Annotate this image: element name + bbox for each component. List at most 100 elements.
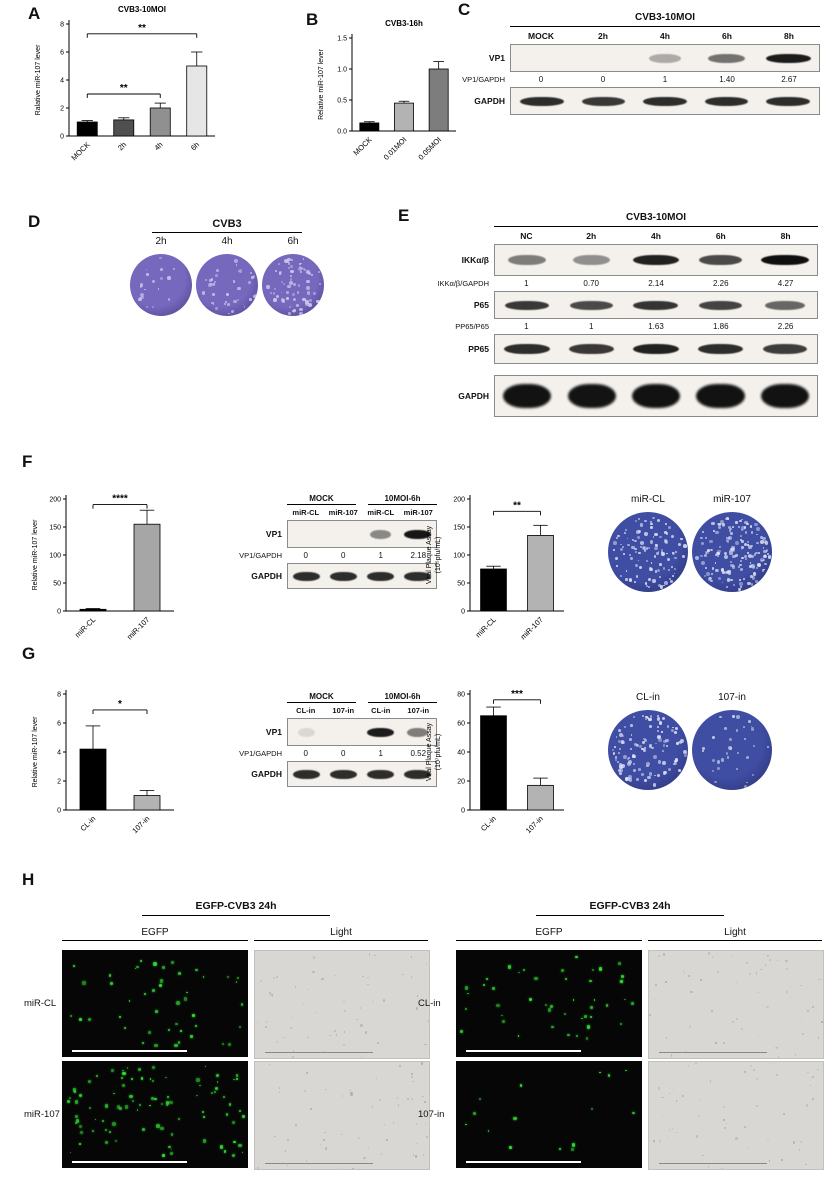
panel-label-f: F [22,452,33,471]
protein-band [293,571,320,581]
blot-row-label: GAPDH [251,571,282,581]
y-tick-label: 80 [457,692,465,699]
ratio-value: 1 [524,279,529,288]
ratio-row-label: VP1/GAPDH [462,75,505,84]
bar-miR-107 [133,523,161,612]
protein-band [569,344,614,354]
plaque-wells-mimic: miR-CL miR-107 [580,494,800,592]
ratio-value: 0.70 [583,279,599,288]
well-column: miR-107 [692,494,772,592]
y-tick-label: 6 [60,50,64,57]
scale-bar [72,1161,188,1163]
ratio-value: 0.52 [410,749,427,758]
y-tick-label: 0.5 [337,98,347,105]
significance-label: * [118,699,122,710]
y-tick-label: 150 [49,525,61,532]
ratio-value: 0 [303,551,308,560]
brightfield-image [254,950,430,1059]
lane-label: 6h [715,231,726,241]
protein-band [570,300,613,310]
well-label: miR-107 [713,494,751,505]
ratio-value: 1 [524,322,529,331]
blot-group-header: 10MOI-6h [368,494,437,505]
brightfield-image [254,1061,430,1170]
protein-band [764,300,805,310]
blot-group-header: MOCK [287,494,356,505]
well-column: 6h [262,236,324,316]
well-label: 2h [155,236,167,247]
well-column: 107-in [692,692,772,790]
ratio-value: 0 [600,75,606,84]
microscopy-group: EGFP-CVB3 24h EGFP Light miR-CL miR-107 [24,898,430,1185]
protein-band [503,384,552,408]
ratio-value: 2.67 [781,75,797,84]
ratio-row-label: PP65/P65 [455,322,489,331]
western-blot-vp1-timecourse: CVB3-10MOI MOCK 2h 4h 6h 8h VP1 VP1/GAPDH 0 0 1 1.4… [452,12,820,115]
y-tick-label: 200 [49,497,61,504]
protein-band [567,384,616,408]
plaque-well [608,710,688,790]
blot-box [494,334,818,364]
blot-row-label: VP1 [488,53,505,63]
panel-label-b: B [306,10,319,29]
protein-band [404,769,431,779]
ratio-row-label: IKKα/β/GAPDH [437,279,489,288]
well-label: CL-in [636,692,660,703]
significance-label: ** [513,500,521,511]
blot-row-label: VP1 [265,529,282,539]
y-tick-label: 1.0 [337,67,347,74]
protein-band [293,769,320,779]
plaque-well [608,512,688,592]
column-label-egfp: EGFP [62,927,248,941]
ratio-value: 0 [303,749,308,758]
protein-band [366,727,395,737]
y-tick-label: 2 [57,779,61,786]
blot-header: CVB3-10MOI [510,12,820,27]
column-label-egfp: EGFP [456,927,642,941]
plaque-well [262,254,324,316]
wells-title-line [152,232,302,233]
lane-label: CL-in [371,706,391,715]
scale-bar [466,1161,582,1163]
protein-band [298,727,315,737]
well-column: miR-CL [608,494,688,592]
panel-label-c: C [458,0,471,19]
blot-box [287,761,437,787]
lane-label: 4h [660,31,670,41]
western-blot-vp1-inhibitor: MOCK 10MOI-6h CL-in 107-in CL-in 107-in VP1 VP1… [232,692,437,787]
plaque-wells-cvb3-timecourse: CVB3 2h 4h 6h [122,218,332,316]
lane-label: MOCK [528,31,554,41]
ratio-value: 1 [378,551,383,560]
y-axis-label: (10⁵pfu/mL) [435,537,442,574]
y-axis-label: Viral Plaque Assay [426,525,433,584]
y-tick-label: 0 [60,134,64,141]
blot-box [494,375,818,417]
y-tick-label: 0.0 [337,129,347,136]
blot-box [494,244,818,276]
protein-band [631,384,681,408]
egfp-image [62,1061,248,1168]
bar-chart-mir107-inhibitor: 0 2 4 6 8 CL-in 107-in * Relative miR-107 lever [30,678,182,852]
ratio-value: 1.40 [719,75,735,84]
well-label: 6h [287,236,299,247]
plaque-well [692,512,772,592]
protein-band [766,96,811,106]
protein-band [369,529,392,539]
lane-label: NC [520,231,533,241]
well-column: CL-in [608,692,688,790]
ratio-value: 0 [538,75,544,84]
y-axis-label: Relative miR-107 lever [318,48,325,119]
blot-row-label: GAPDH [251,769,282,779]
protein-band [632,344,680,354]
significance-label: *** [511,689,523,700]
panel-label-a: A [28,4,41,23]
protein-band [762,344,807,354]
blot-row-label: VP1 [265,727,282,737]
protein-band [643,96,687,106]
y-tick-label: 4 [60,78,64,85]
well-label: 107-in [718,692,746,703]
lane-label: 8h [784,31,794,41]
